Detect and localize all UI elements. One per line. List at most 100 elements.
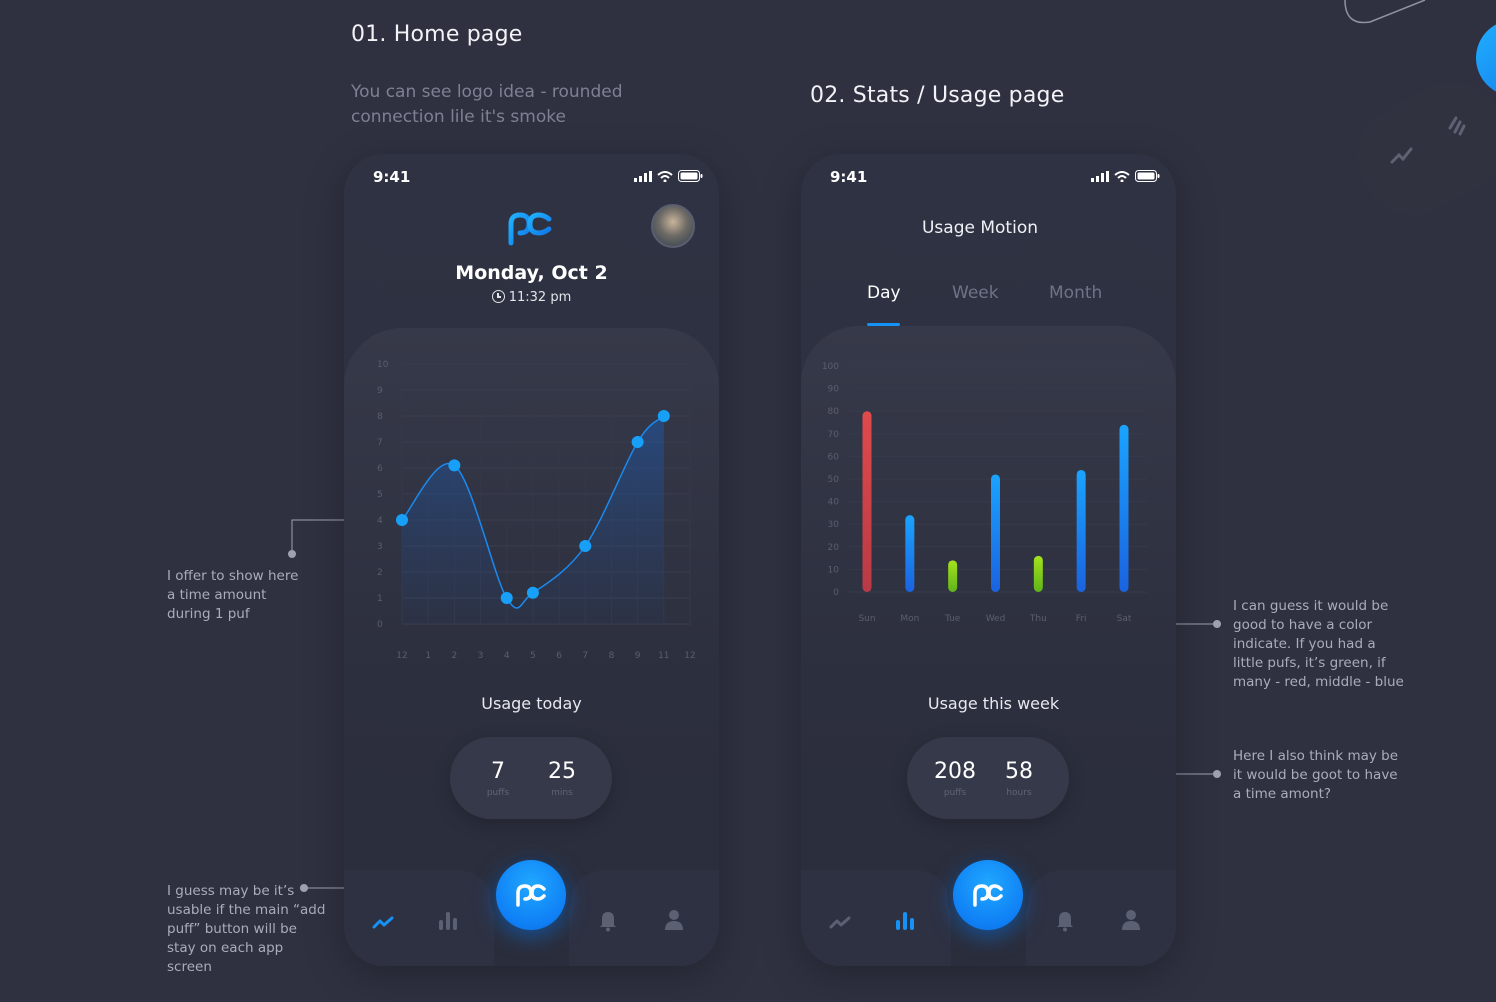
bar [991, 474, 1000, 592]
x-tick-label: Fri [1076, 614, 1087, 624]
stats-stat-puffs: 208 puffs [929, 759, 981, 798]
avatar[interactable] [651, 204, 695, 248]
x-tick-label: Sat [1117, 614, 1132, 624]
y-tick-label: 90 [828, 385, 840, 395]
y-tick-label: 10 [828, 565, 840, 575]
profile-icon[interactable] [1121, 909, 1141, 931]
y-tick-label: 50 [828, 475, 840, 485]
data-point [657, 410, 670, 422]
stats-chart-card: 0 10 20 30 40 50 60 70 80 90 100 Sun Mon Tue Wed Thu Fri… [801, 326, 1176, 966]
data-point [579, 540, 592, 552]
profile-icon[interactable] [664, 909, 684, 931]
x-tick-label: 12 [684, 651, 695, 661]
wifi-icon [657, 170, 673, 182]
y-tick-label: 20 [828, 543, 840, 553]
x-tick-label: 7 [582, 651, 588, 661]
stats-page-title: Usage Motion [921, 218, 1038, 238]
data-point [526, 586, 539, 599]
x-tick-label: 5 [530, 651, 536, 661]
status-icons [634, 170, 703, 182]
stat-value: 25 [548, 759, 576, 784]
home-time: 11:32 pm [508, 290, 572, 305]
stats-icon[interactable] [894, 910, 916, 930]
bar [862, 411, 872, 592]
bottom-nav-right [569, 870, 719, 966]
y-tick-label: 40 [828, 498, 840, 508]
bell-icon[interactable] [598, 910, 618, 932]
y-tick-label: 0 [833, 588, 839, 598]
stat-label: puffs [486, 788, 510, 798]
stat-label: mins [551, 788, 573, 798]
data-point [631, 436, 644, 448]
home-time-row: 11:32 pm [344, 290, 719, 305]
add-puff-button[interactable] [953, 860, 1023, 930]
stat-value: 58 [1005, 759, 1033, 784]
home-stat-mins: 25 mins [542, 759, 582, 798]
y-tick-label: 4 [377, 516, 383, 526]
bar [1033, 555, 1043, 592]
data-point [500, 592, 513, 604]
y-tick-label: 100 [822, 362, 839, 372]
data-point [396, 514, 408, 526]
y-tick-label: 3 [377, 542, 383, 552]
stat-label: puffs [943, 788, 967, 798]
wifi-icon [1114, 170, 1130, 182]
y-tick-label: 1 [377, 594, 383, 604]
y-tick-label: 0 [377, 620, 383, 630]
home-usage-label: Usage today [481, 694, 582, 713]
stat-value: 7 [491, 759, 505, 784]
x-tick-label: 3 [478, 651, 484, 661]
bar [1119, 424, 1129, 592]
stat-label: hours [1006, 788, 1032, 798]
x-tick-label: 1 [425, 651, 431, 661]
x-tick-label: Tue [944, 614, 961, 624]
tab-month[interactable]: Month [1049, 283, 1103, 303]
signal-icon [634, 170, 652, 182]
home-section-title: 01. Home page [351, 22, 523, 47]
y-tick-label: 2 [377, 568, 383, 578]
trend-icon[interactable] [829, 916, 851, 930]
x-tick-label: 2 [451, 651, 457, 661]
y-tick-label: 70 [828, 430, 840, 440]
home-section-note: You can see logo idea - rounded connecti… [351, 82, 623, 127]
app-logo-icon [508, 212, 552, 246]
battery-icon [678, 170, 703, 182]
bar-chart: 0 10 20 30 40 50 60 70 80 90 100 Sun Mon Tue Wed Thu Fri… [822, 362, 1147, 624]
home-stat-puffs: 7 puffs [478, 759, 518, 798]
stats-icon[interactable] [437, 910, 459, 930]
app-logo-icon [973, 884, 1003, 907]
y-tick-label: 6 [377, 464, 383, 474]
bar [948, 560, 958, 592]
bell-icon[interactable] [1055, 910, 1075, 932]
status-icons [1091, 170, 1160, 182]
bottom-nav-right [1026, 870, 1176, 966]
bottom-nav [801, 870, 1176, 966]
add-puff-button[interactable] [496, 860, 566, 930]
x-tick-label: Wed [986, 614, 1006, 624]
annotation-add-puff: I guess may be it’s usable if the main “… [167, 883, 326, 975]
bottom-nav-left [344, 870, 494, 966]
home-date: Monday, Oct 2 [455, 262, 608, 284]
bar [905, 515, 915, 592]
home-chart-card: 0 1 2 3 4 5 6 7 8 9 10 12 1 2 3 4 5 6 7 8 9 11 12 [344, 328, 719, 966]
tab-day[interactable]: Day [867, 283, 901, 303]
x-tick-label: 11 [658, 651, 669, 661]
x-tick-label: Mon [900, 614, 919, 624]
status-time: 9:41 [373, 168, 411, 186]
bottom-nav-left [801, 870, 951, 966]
tab-week[interactable]: Week [952, 283, 999, 303]
bar [1076, 469, 1086, 592]
home-screen: 9:41 Monday, Oct 2 11:32 pm 0 1 2 3 4 5 6 7 8 9 10… [344, 154, 719, 966]
clock-icon [491, 290, 505, 303]
stats-stats-pill: 208 puffs 58 hours [907, 737, 1069, 819]
y-tick-label: 80 [828, 407, 840, 417]
battery-icon [1135, 170, 1160, 182]
home-stats-pill: 7 puffs 25 mins [450, 737, 612, 819]
data-point [448, 459, 461, 472]
trend-icon[interactable] [372, 916, 394, 930]
x-tick-label: Thu [1029, 614, 1047, 624]
stats-screen: 9:41 Usage Motion Day Week Month 0 10 20 30… [801, 154, 1176, 966]
x-tick-label: 8 [609, 651, 615, 661]
decorative-corner-shapes [1344, 0, 1496, 215]
bottom-nav [344, 870, 719, 966]
